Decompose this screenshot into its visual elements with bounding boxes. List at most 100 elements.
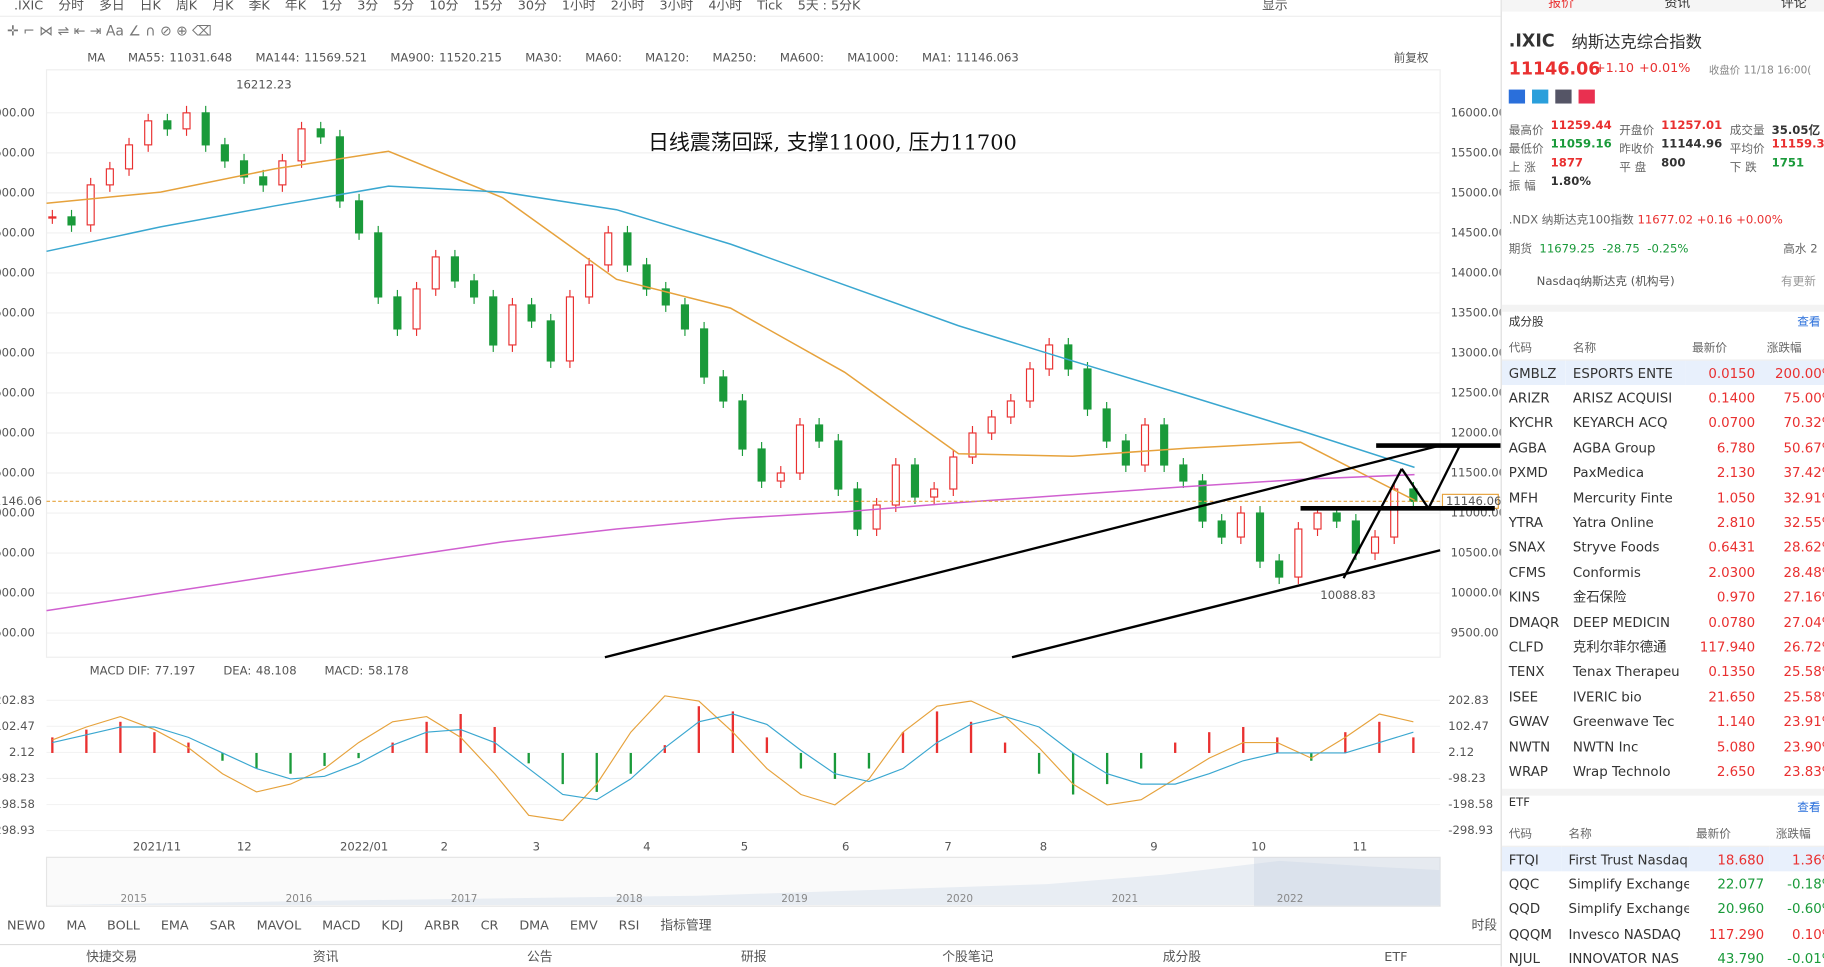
macd-title: MACD xyxy=(90,664,125,678)
candle xyxy=(182,112,191,130)
row[interactable]: FTQI First Trust Nasdaq 18.680 1.36% xyxy=(1501,846,1824,872)
index-name: 纳斯达克综合指数 xyxy=(1571,33,1702,53)
tab[interactable]: 资讯 xyxy=(1664,0,1691,11)
row[interactable]: SNAX Stryve Foods 0.6431 28.62% xyxy=(1502,535,1824,560)
period-tab[interactable]: 15分 xyxy=(474,0,503,13)
row[interactable]: KINS 金石保险 0.970 27.16% xyxy=(1502,585,1824,610)
trend-line xyxy=(604,444,1441,659)
cell: SNAX xyxy=(1508,539,1546,556)
row[interactable]: CFMS Conformis 2.0300 28.48% xyxy=(1502,560,1824,585)
period-tab[interactable]: Tick xyxy=(756,0,783,13)
indicator-tab[interactable]: BOLL xyxy=(107,918,141,933)
row[interactable]: ISEE IVERIC bio 21.650 25.58% xyxy=(1502,684,1824,709)
bottom-tab[interactable]: 研报 xyxy=(741,950,767,965)
row[interactable]: NWTN NWTN Inc 5.080 23.90% xyxy=(1502,734,1824,759)
header: 最新价 xyxy=(1685,331,1760,361)
indicator-tab[interactable]: DMA xyxy=(519,918,549,933)
indicator-tab[interactable]: 指标管理 xyxy=(660,918,711,933)
period-tab[interactable]: 3分 xyxy=(357,0,378,13)
row[interactable]: GMBLZ ESPORTS ENTE 0.0150 200.00% xyxy=(1501,360,1824,386)
indicator-tab[interactable]: SAR xyxy=(210,918,236,933)
cell: 0.6431 xyxy=(1708,539,1756,556)
row[interactable]: YTRA Yatra Online 2.810 32.55% xyxy=(1502,510,1824,535)
row[interactable]: QQD Simplify Exchange 20.960 -0.60% xyxy=(1502,897,1824,922)
row[interactable]: TENX Tenax Therapeu 0.1350 25.58% xyxy=(1502,659,1824,684)
row[interactable]: PXMD PaxMedica 2.130 37.42% xyxy=(1502,460,1824,485)
last-price: 11146.06 xyxy=(1446,494,1501,508)
row[interactable]: NJUL INNOVATOR NAS 43.790 -0.01% xyxy=(1502,946,1824,967)
row[interactable]: KYCHR KEYARCH ACQ 0.0700 70.32% xyxy=(1502,410,1824,435)
bottom-tab[interactable]: 个股笔记 xyxy=(942,949,993,965)
period-tab[interactable]: .IXIC xyxy=(14,0,43,13)
indicator-tab[interactable]: ARBR xyxy=(424,918,459,933)
candle xyxy=(1006,400,1015,418)
row[interactable]: QQC Simplify Exchange 22.077 -0.18% xyxy=(1502,872,1824,897)
row[interactable]: CLFD 克利尔菲尔德通 117.940 26.72% xyxy=(1502,634,1824,659)
navigator-window[interactable] xyxy=(1254,857,1441,907)
row[interactable]: WRAP Wrap Technolo 2.650 23.83% xyxy=(1502,759,1824,784)
period-btn[interactable]: 时段 xyxy=(1472,918,1498,933)
macd-name: MACD: xyxy=(325,664,364,678)
indicator-tab[interactable]: RSI xyxy=(619,918,640,933)
period-tab[interactable]: 5分 xyxy=(393,0,414,13)
tab[interactable]: 报价 xyxy=(1548,0,1574,11)
period-tab[interactable]: 分时 xyxy=(58,0,84,13)
row[interactable]: GWAV Greenwave Tec 1.140 23.91% xyxy=(1502,709,1824,734)
indicator-tab[interactable]: MA xyxy=(66,918,86,933)
more[interactable]: 查看 xyxy=(1797,801,1821,815)
period-tab[interactable]: 年K xyxy=(285,0,307,13)
period-tab[interactable]: 3小时 xyxy=(660,0,694,13)
ndx-pct: +0.00% xyxy=(1736,214,1783,227)
stat-value: 800 xyxy=(1661,157,1686,170)
feed[interactable]: Nasdaq纳斯达克 (机构号) xyxy=(1536,275,1675,289)
cell: MFH xyxy=(1508,489,1539,506)
stat-value: 11144.96 xyxy=(1661,138,1723,152)
period-tab[interactable]: 月K xyxy=(212,0,234,13)
indicator-tab[interactable]: NEW0 xyxy=(7,918,45,933)
candle xyxy=(144,120,153,146)
bottom-tab[interactable]: 公告 xyxy=(527,950,553,965)
indicator-tab[interactable]: KDJ xyxy=(381,918,403,933)
macd-tick: 202.83 xyxy=(1448,693,1489,707)
stat-value: 1877 xyxy=(1550,157,1584,170)
indicator-tab[interactable]: EMA xyxy=(161,918,189,933)
section-title: ETF xyxy=(1508,796,1530,810)
cell: -0.18% xyxy=(1787,876,1824,893)
bottom-tab[interactable]: ETF xyxy=(1384,950,1407,965)
period-tab[interactable]: 10分 xyxy=(429,0,458,13)
adjust[interactable]: 前复权 xyxy=(1394,51,1429,65)
bottom-tab[interactable]: 资讯 xyxy=(313,950,339,965)
indicator-tab[interactable]: MAVOL xyxy=(257,918,303,933)
cell: NJUL xyxy=(1508,950,1540,967)
period-tab[interactable]: 周K xyxy=(176,0,198,13)
row[interactable]: DMAQR DEEP MEDICIN 0.0780 27.04% xyxy=(1502,609,1824,634)
row[interactable]: MFH Mercurity Finte 1.050 32.91% xyxy=(1502,485,1824,510)
period-tab[interactable]: 日K xyxy=(140,0,162,13)
bottom-tab[interactable]: 成分股 xyxy=(1163,950,1202,965)
row[interactable]: AGBA AGBA Group 6.780 50.67% xyxy=(1502,435,1824,460)
cell: 2.810 xyxy=(1716,514,1756,531)
indicator-tab[interactable]: MACD xyxy=(322,918,360,933)
macd-tick: -98.23 xyxy=(1448,771,1485,785)
cell: 23.91% xyxy=(1783,713,1824,730)
quote-panel: 报价 资讯 评论 .IXIC 纳斯达克综合指数 11146.06 +1.10 +… xyxy=(1500,0,1824,967)
bottom-tab[interactable]: 快捷交易 xyxy=(86,949,137,965)
row[interactable]: QQQM Invesco NASDAQ 117.290 0.10% xyxy=(1502,922,1824,947)
indicator-tab[interactable]: CR xyxy=(481,918,499,933)
period-tab[interactable]: 5天 : 5分K xyxy=(798,0,861,13)
period-tab[interactable]: 4小时 xyxy=(708,0,742,13)
period-tab[interactable]: 1小时 xyxy=(562,0,596,13)
period-tab[interactable]: 2小时 xyxy=(611,0,645,13)
row[interactable]: ARIZR ARISZ ACQUISI 0.1400 75.00% xyxy=(1502,385,1824,410)
header: 最新价 xyxy=(1689,817,1769,847)
period-tab[interactable]: 多日 xyxy=(99,0,125,13)
more[interactable]: 查看 xyxy=(1797,316,1821,330)
cell: KYCHR xyxy=(1508,414,1554,431)
tab[interactable]: 评论 xyxy=(1780,0,1807,11)
period-tab[interactable]: 1分 xyxy=(321,0,342,13)
candle xyxy=(1275,560,1284,578)
candle xyxy=(489,296,498,346)
indicator-tab[interactable]: EMV xyxy=(570,918,598,933)
period-tab[interactable]: 季K xyxy=(249,0,271,13)
period-tab[interactable]: 30分 xyxy=(518,0,547,13)
